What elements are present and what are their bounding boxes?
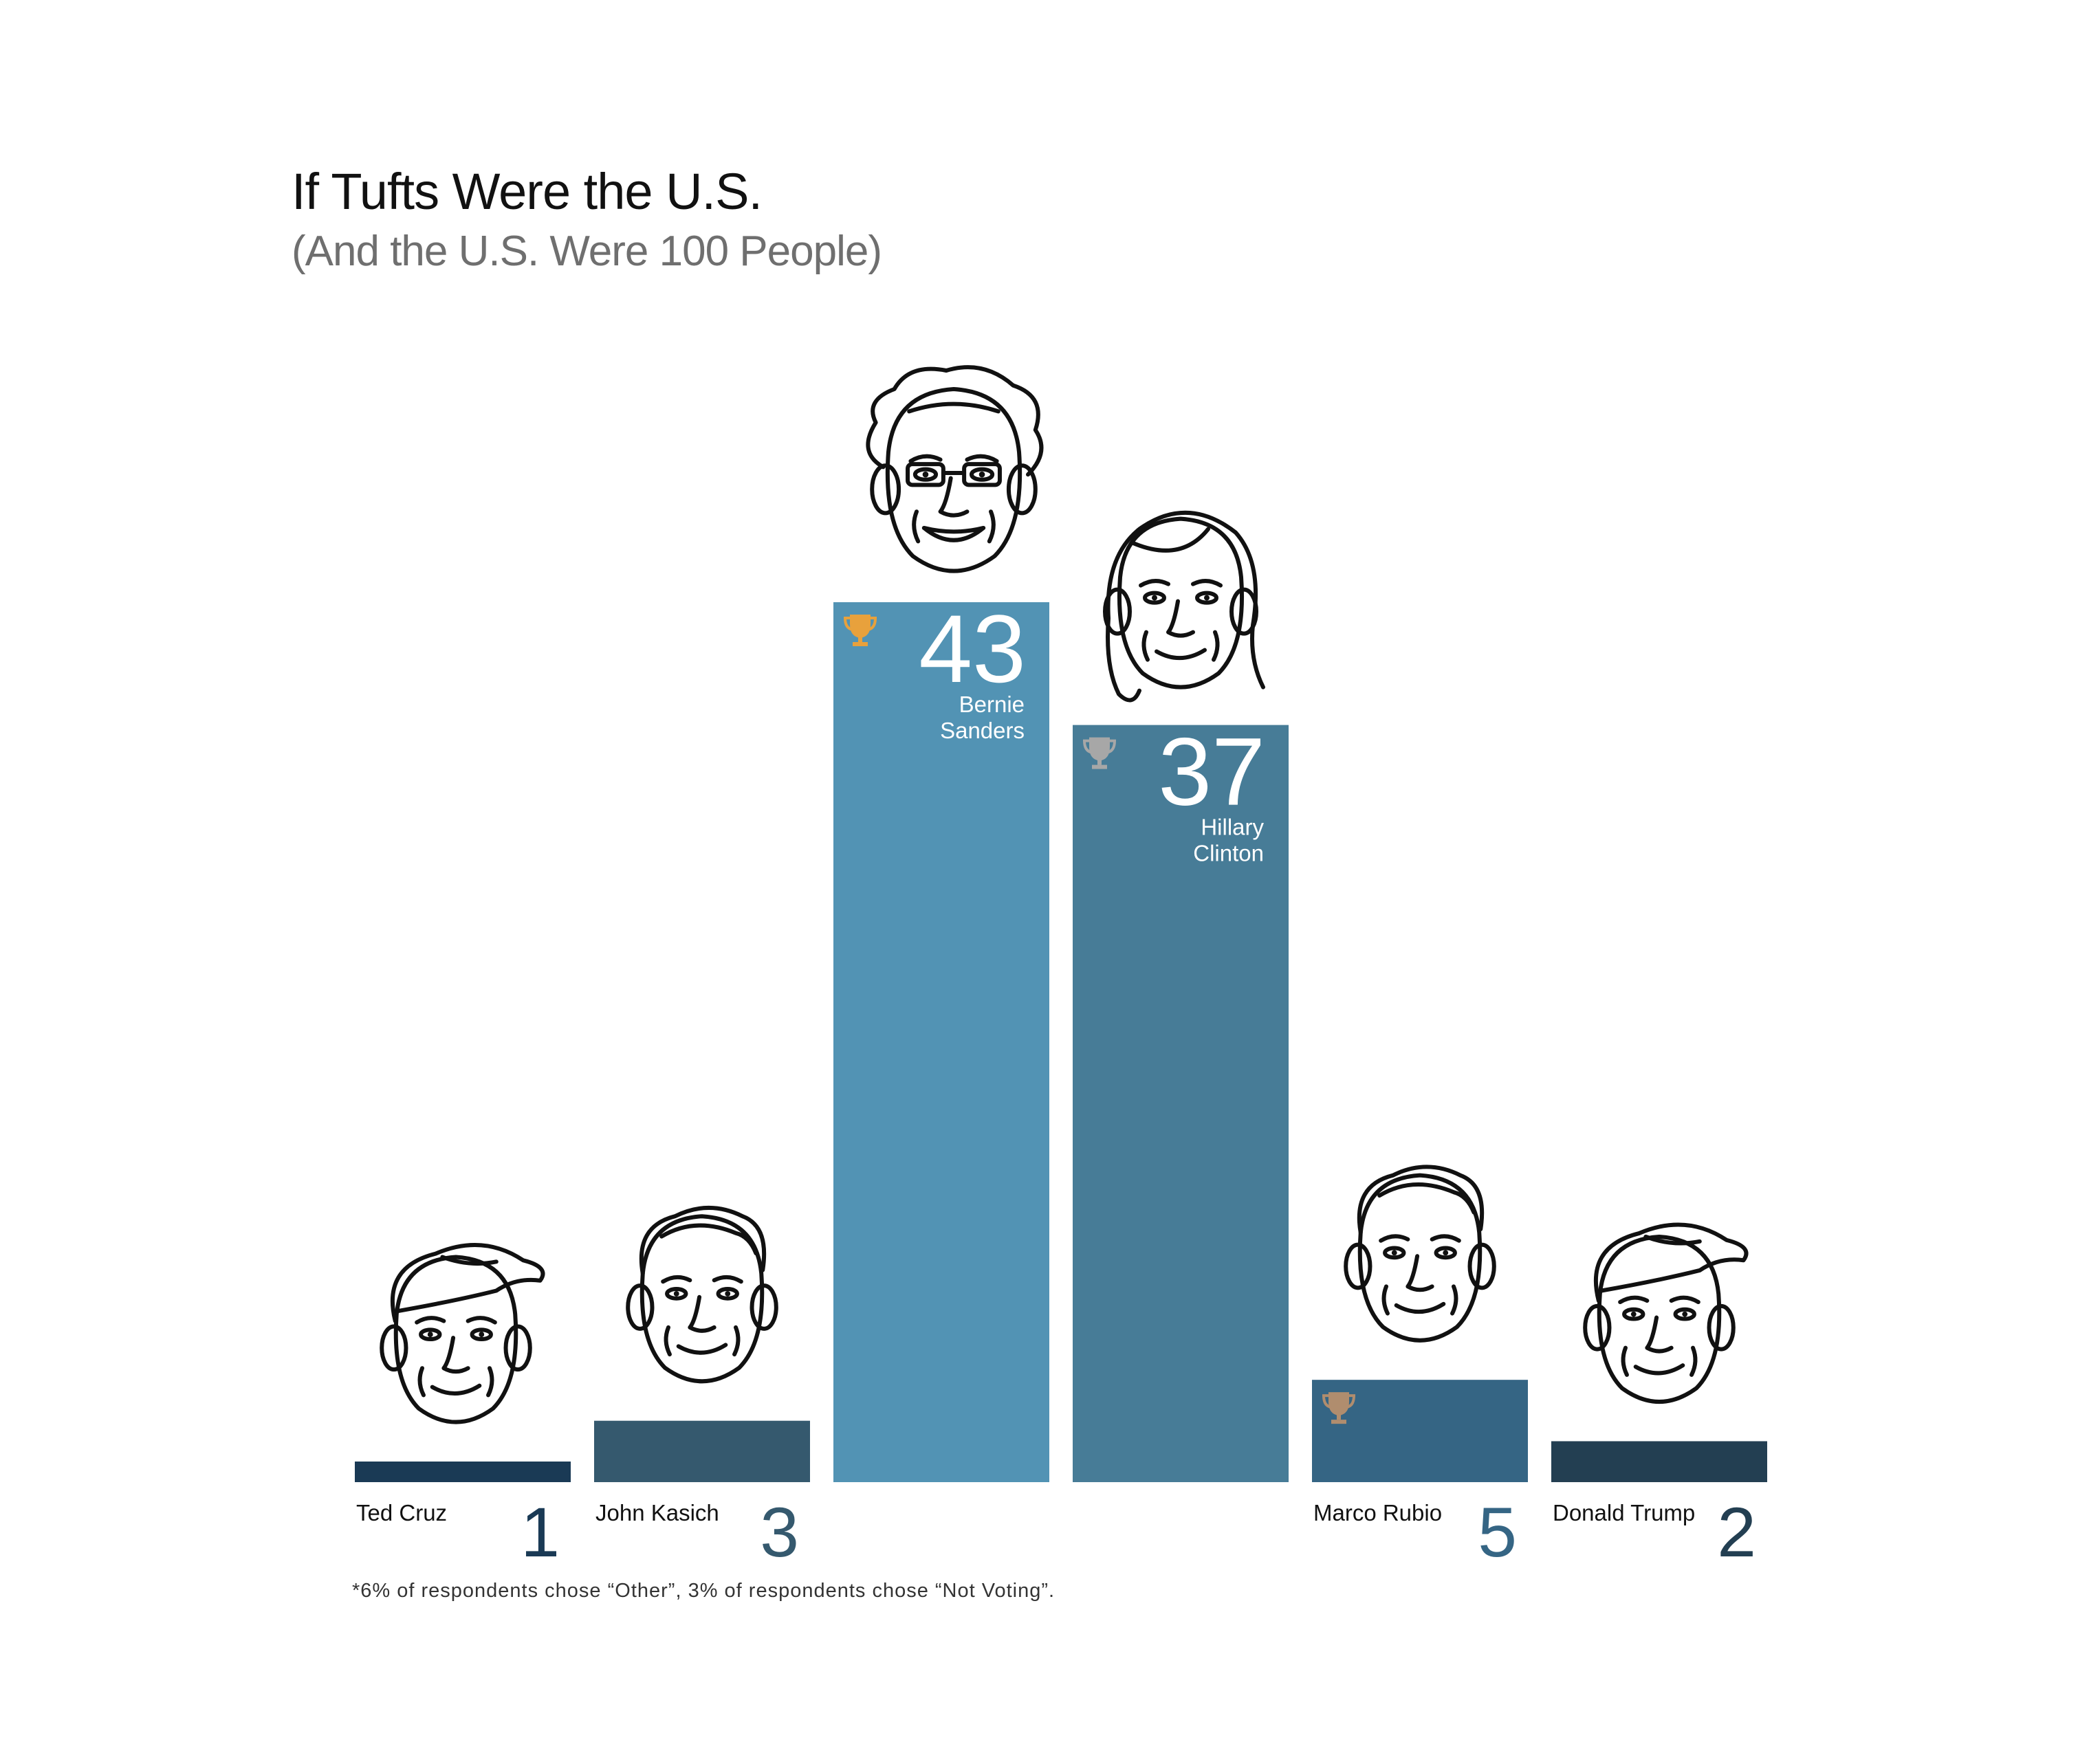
value-label-hillary-clinton: 37	[1158, 718, 1265, 826]
category-label-hillary-clinton: Clinton	[1193, 841, 1264, 866]
category-label-hillary-clinton: Hillary	[1201, 815, 1264, 840]
value-label-john-kasich: 3	[760, 1493, 799, 1572]
face-illustration-bernie-sanders	[866, 365, 1044, 573]
face-illustration-hillary-clinton	[1103, 510, 1265, 703]
trophy-icon-bernie-sanders	[843, 615, 877, 646]
chart-title: If Tufts Were the U.S.	[292, 163, 763, 220]
face-illustration-donald-trump	[1583, 1222, 1749, 1404]
value-label-ted-cruz: 1	[521, 1493, 560, 1572]
category-label-ted-cruz: Ted Cruz	[356, 1500, 447, 1525]
bar-bernie-sanders	[833, 602, 1049, 1482]
face-illustration-marco-rubio	[1344, 1165, 1496, 1343]
face-illustration-john-kasich	[626, 1206, 778, 1384]
bar-ted-cruz	[355, 1462, 571, 1482]
chart-subtitle: (And the U.S. Were 100 People)	[292, 228, 882, 275]
footnote: *6% of respondents chose “Other”, 3% of …	[352, 1580, 1056, 1602]
bar-john-kasich	[594, 1420, 810, 1482]
face-illustration-ted-cruz	[380, 1243, 545, 1424]
bar-hillary-clinton	[1073, 725, 1289, 1482]
trophy-icon-hillary-clinton	[1082, 737, 1117, 769]
category-label-bernie-sanders: Bernie	[959, 692, 1025, 717]
category-label-donald-trump: Donald Trump	[1553, 1500, 1695, 1525]
category-label-marco-rubio: Marco Rubio	[1313, 1500, 1442, 1525]
value-label-donald-trump: 2	[1717, 1493, 1756, 1572]
trophy-icon-marco-rubio	[1322, 1392, 1356, 1424]
category-label-bernie-sanders: Sanders	[940, 718, 1025, 743]
value-label-bernie-sanders: 43	[919, 595, 1026, 703]
value-label-marco-rubio: 5	[1478, 1493, 1517, 1572]
category-label-john-kasich: John Kasich	[595, 1500, 719, 1525]
bar-donald-trump	[1551, 1441, 1767, 1482]
